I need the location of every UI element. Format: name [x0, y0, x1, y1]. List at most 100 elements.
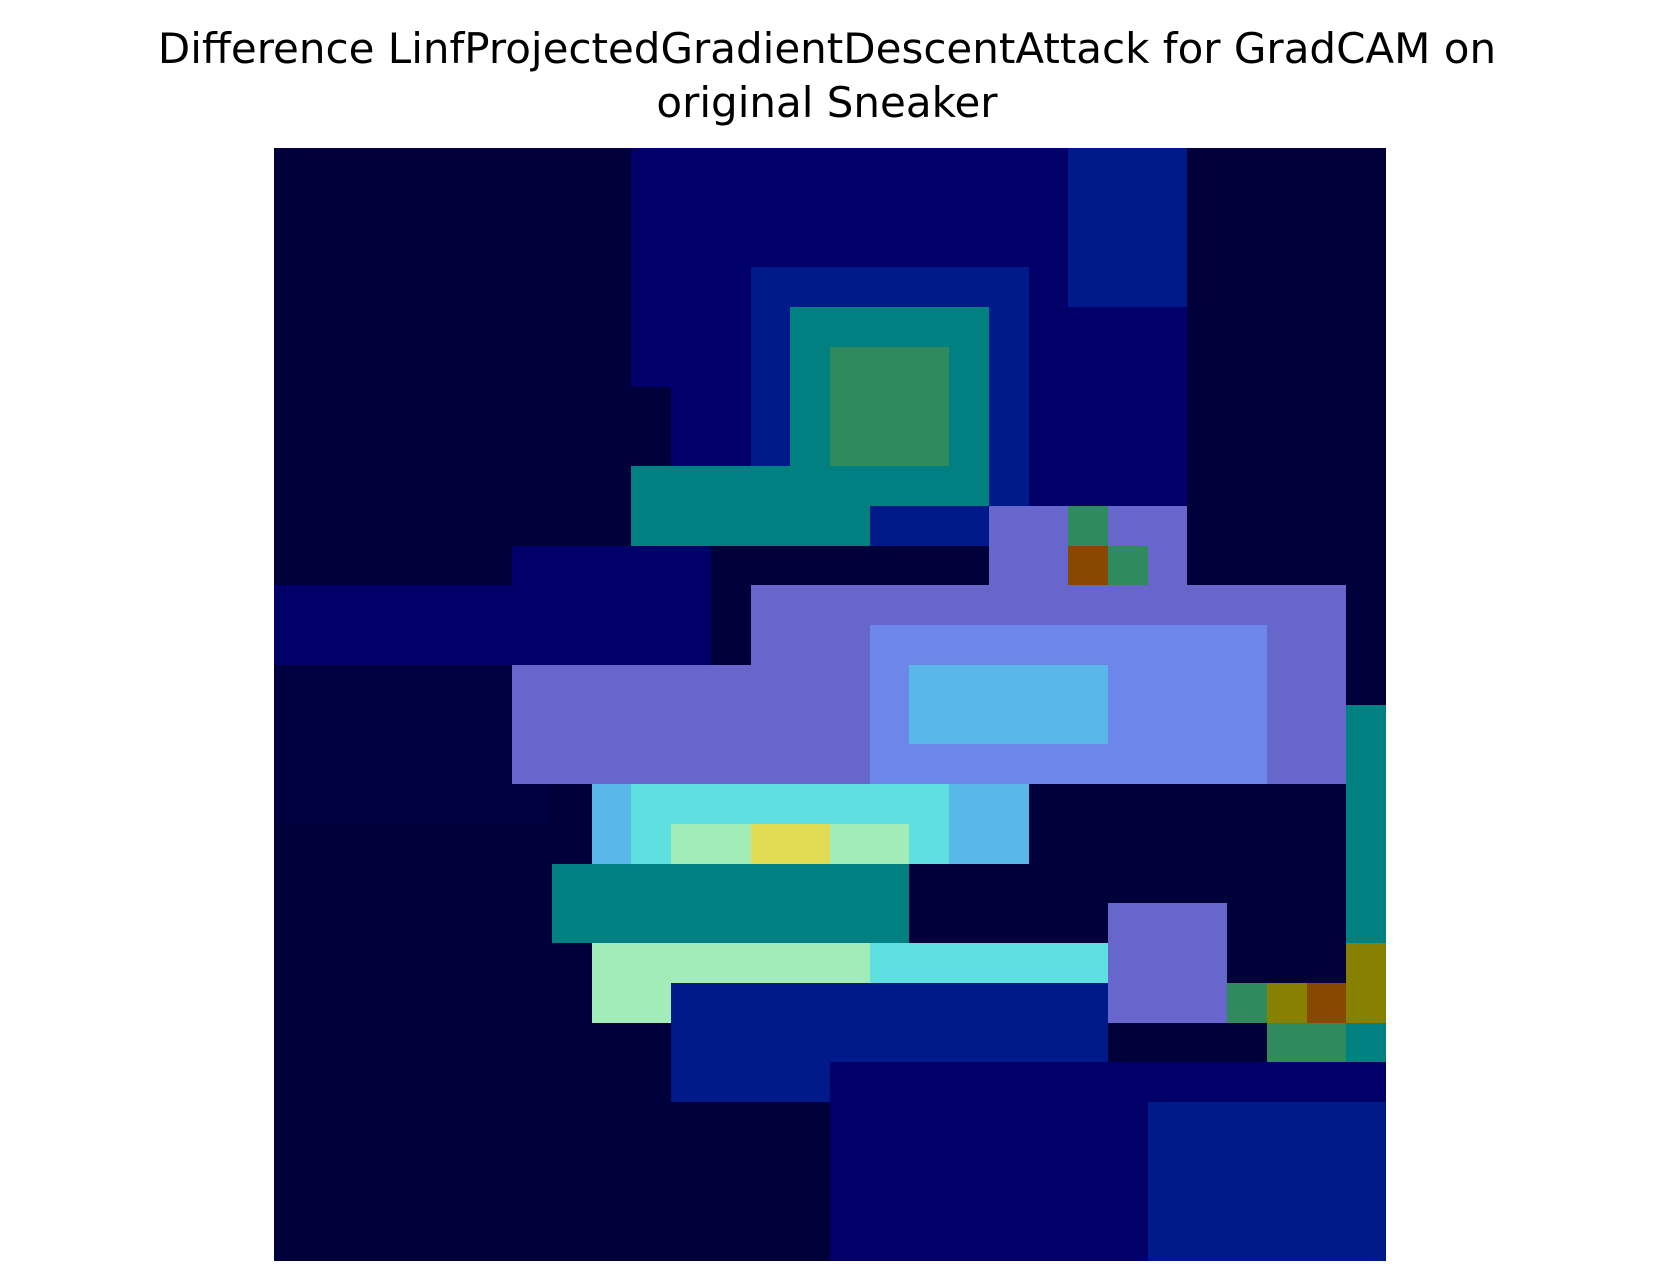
heatmap-cell: [512, 1221, 552, 1261]
heatmap-cell: [353, 545, 394, 586]
heatmap-cell: [274, 585, 314, 625]
heatmap-cell: [1227, 545, 1267, 586]
heatmap-cell: [710, 307, 751, 347]
heatmap-cell: [949, 267, 989, 307]
heatmap-cell: [313, 1022, 354, 1063]
heatmap-cell: [988, 386, 1029, 427]
heatmap-cell: [949, 982, 989, 1023]
heatmap-cell: [869, 625, 910, 665]
heatmap-cell: [1187, 1221, 1228, 1261]
heatmap-cell: [949, 307, 989, 347]
heatmap-cell: [631, 982, 672, 1023]
heatmap-cell: [1108, 267, 1148, 307]
heatmap-cell: [631, 545, 672, 586]
heatmap-cell: [750, 466, 791, 506]
heatmap-cell: [1306, 1181, 1347, 1222]
heatmap-cell: [1346, 1181, 1386, 1222]
heatmap-cell: [1108, 1102, 1148, 1142]
heatmap-cell: [750, 1181, 791, 1222]
heatmap-cell: [1028, 267, 1069, 307]
heatmap-cell: [1028, 823, 1069, 864]
heatmap-cell: [313, 148, 354, 188]
heatmap-cell: [671, 1022, 711, 1063]
heatmap-cell: [1187, 148, 1228, 188]
heatmap-cell: [1306, 784, 1347, 824]
heatmap-cell: [432, 267, 473, 307]
heatmap-cell: [591, 1141, 632, 1182]
heatmap-cell: [1068, 784, 1108, 824]
heatmap-cell: [393, 903, 433, 943]
heatmap-cell: [631, 505, 672, 546]
heatmap-cell: [1306, 903, 1347, 943]
heatmap-cell: [790, 227, 830, 268]
heatmap-cell: [274, 664, 314, 705]
heatmap-cell: [1068, 823, 1108, 864]
heatmap-cell: [472, 307, 513, 347]
heatmap-cell: [353, 307, 394, 347]
heatmap-cell: [591, 664, 632, 705]
heatmap-cell: [591, 1102, 632, 1142]
heatmap-cell: [830, 386, 870, 427]
heatmap-cell: [671, 704, 711, 745]
heatmap-cell: [313, 1102, 354, 1142]
heatmap-cell: [631, 1141, 672, 1182]
heatmap-cell: [512, 664, 552, 705]
heatmap-cell: [988, 187, 1029, 228]
heatmap-cell: [432, 346, 473, 387]
heatmap-cell: [432, 664, 473, 705]
heatmap-cell: [631, 943, 672, 983]
heatmap-cell: [472, 625, 513, 665]
heatmap-cell: [1227, 823, 1267, 864]
heatmap-cell: [313, 744, 354, 784]
heatmap-cell: [631, 386, 672, 427]
heatmap-cell: [1068, 1102, 1108, 1142]
heatmap-cell: [1306, 1062, 1347, 1102]
heatmap-cell: [790, 1102, 830, 1142]
heatmap-cell: [869, 903, 910, 943]
heatmap-cell: [1108, 545, 1148, 586]
heatmap-cell: [1346, 148, 1386, 188]
heatmap-cell: [1147, 784, 1188, 824]
heatmap-cell: [353, 466, 394, 506]
heatmap-cell: [393, 386, 433, 427]
heatmap-cell: [988, 1102, 1029, 1142]
heatmap-cell: [472, 1221, 513, 1261]
heatmap-cell: [631, 307, 672, 347]
heatmap-cell: [1346, 466, 1386, 506]
heatmap-cell: [790, 545, 830, 586]
heatmap-cell: [869, 585, 910, 625]
heatmap-cell: [552, 346, 592, 387]
heatmap-cell: [432, 784, 473, 824]
heatmap-cell: [790, 943, 830, 983]
heatmap-cell: [353, 664, 394, 705]
heatmap-cell: [830, 625, 870, 665]
heatmap-cell: [1028, 585, 1069, 625]
heatmap-cell: [1187, 585, 1228, 625]
heatmap-cell: [274, 505, 314, 546]
heatmap-cell: [353, 943, 394, 983]
heatmap-cell: [710, 744, 751, 784]
heatmap-cell: [909, 863, 950, 904]
heatmap-cell: [1306, 307, 1347, 347]
heatmap-cell: [512, 426, 552, 466]
heatmap-cell: [1068, 1062, 1108, 1102]
heatmap-cell: [393, 704, 433, 745]
heatmap-cell: [393, 505, 433, 546]
heatmap-cell: [988, 585, 1029, 625]
heatmap-cell: [432, 823, 473, 864]
heatmap-cell: [432, 148, 473, 188]
heatmap-cell: [830, 704, 870, 745]
heatmap-cell: [1108, 943, 1148, 983]
heatmap-cell: [1147, 704, 1188, 745]
heatmap-cell: [1306, 227, 1347, 268]
heatmap-cell: [472, 1062, 513, 1102]
heatmap-cell: [313, 227, 354, 268]
heatmap-cell: [869, 466, 910, 506]
heatmap-cell: [1227, 346, 1267, 387]
heatmap-cell: [909, 784, 950, 824]
heatmap-cell: [909, 1221, 950, 1261]
heatmap-cell: [1227, 625, 1267, 665]
heatmap-cell: [512, 903, 552, 943]
heatmap-cell: [750, 585, 791, 625]
heatmap-cell: [552, 426, 592, 466]
